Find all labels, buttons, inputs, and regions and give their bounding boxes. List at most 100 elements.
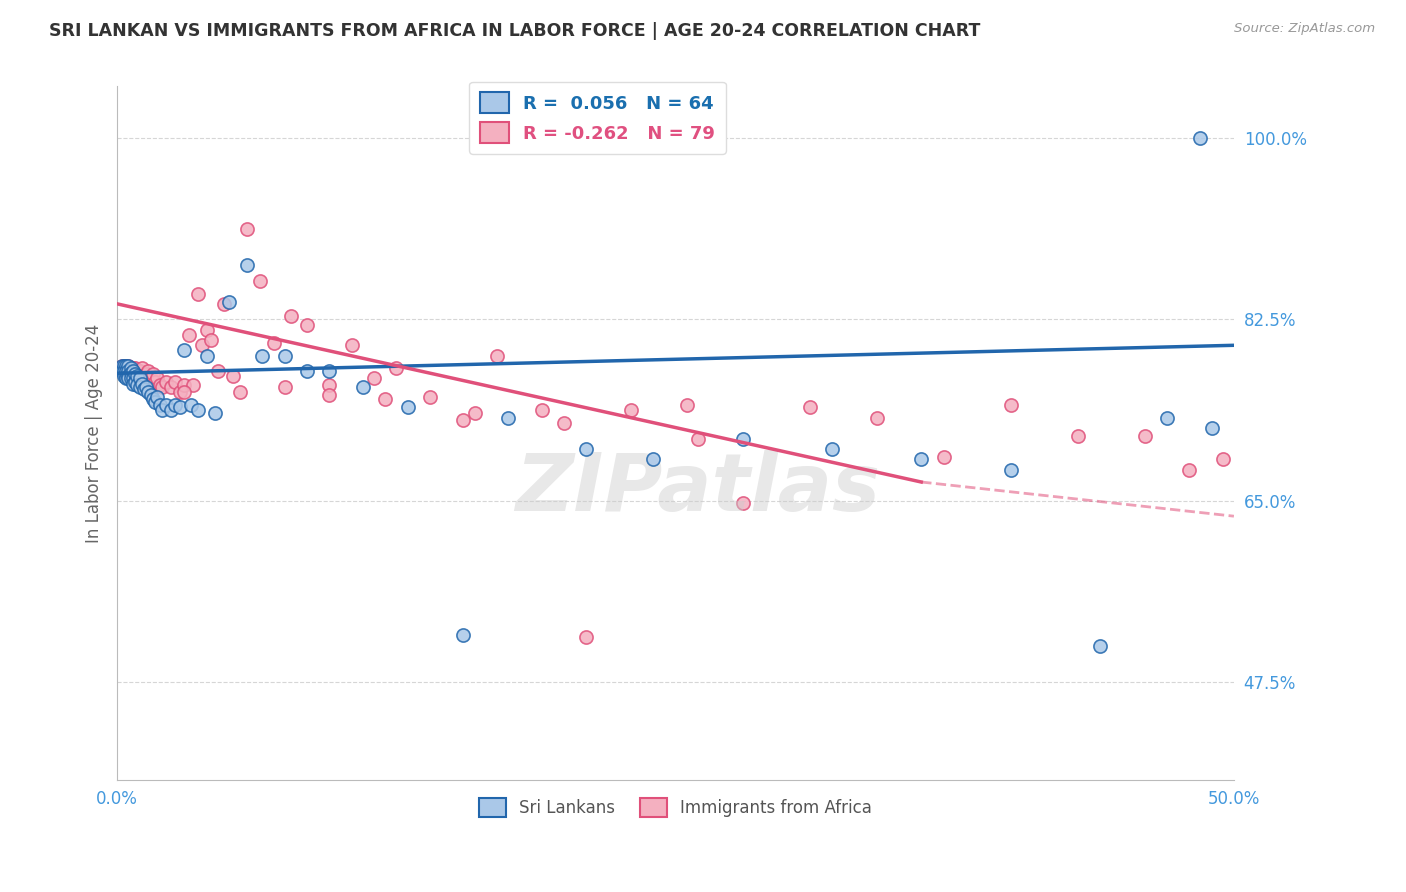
Point: [675, 398, 697, 412]
Point: [374, 392, 396, 406]
Point: [1133, 429, 1156, 443]
Point: [865, 410, 887, 425]
Point: [191, 338, 214, 352]
Point: [131, 369, 153, 384]
Point: [222, 369, 245, 384]
Point: [139, 388, 162, 402]
Point: [235, 222, 257, 236]
Point: [177, 327, 200, 342]
Point: [111, 359, 134, 373]
Point: [138, 384, 160, 399]
Point: [128, 371, 150, 385]
Point: [149, 377, 172, 392]
Point: [1212, 452, 1234, 467]
Text: ZIPatlas: ZIPatlas: [516, 450, 880, 528]
Point: [340, 338, 363, 352]
Point: [165, 375, 187, 389]
Point: [142, 392, 165, 406]
Point: [249, 274, 271, 288]
Point: [143, 375, 166, 389]
Point: [155, 398, 177, 412]
Point: [385, 361, 408, 376]
Point: [453, 413, 475, 427]
Point: [553, 416, 575, 430]
Point: [214, 297, 236, 311]
Point: [143, 395, 166, 409]
Point: [124, 361, 146, 376]
Point: [363, 371, 385, 385]
Point: [318, 364, 340, 378]
Point: [112, 364, 135, 378]
Point: [117, 359, 139, 373]
Point: [295, 318, 318, 332]
Point: [643, 452, 665, 467]
Point: [139, 371, 162, 385]
Point: [115, 359, 138, 373]
Point: [207, 364, 229, 378]
Point: [496, 410, 519, 425]
Point: [263, 336, 285, 351]
Point: [419, 390, 441, 404]
Point: [352, 380, 374, 394]
Point: [127, 377, 149, 392]
Point: [218, 294, 240, 309]
Point: [318, 377, 340, 392]
Point: [464, 406, 486, 420]
Point: [120, 371, 142, 385]
Point: [1000, 462, 1022, 476]
Point: [121, 371, 143, 385]
Point: [731, 432, 754, 446]
Point: [200, 333, 222, 347]
Point: [132, 382, 155, 396]
Point: [1201, 421, 1223, 435]
Point: [195, 349, 218, 363]
Point: [187, 402, 209, 417]
Point: [150, 402, 173, 417]
Point: [195, 323, 218, 337]
Point: [111, 359, 134, 373]
Point: [120, 366, 142, 380]
Legend: Sri Lankans, Immigrants from Africa: Sri Lankans, Immigrants from Africa: [472, 791, 879, 824]
Point: [112, 359, 135, 373]
Point: [149, 398, 172, 412]
Point: [453, 628, 475, 642]
Point: [112, 359, 135, 373]
Point: [127, 368, 149, 382]
Point: [131, 361, 153, 376]
Point: [173, 343, 195, 358]
Point: [1066, 429, 1088, 443]
Point: [112, 369, 135, 384]
Point: [1156, 410, 1178, 425]
Point: [120, 371, 142, 385]
Point: [135, 380, 157, 394]
Point: [120, 361, 142, 376]
Point: [280, 310, 302, 324]
Point: [124, 369, 146, 384]
Point: [181, 377, 204, 392]
Point: [150, 380, 173, 394]
Point: [396, 401, 419, 415]
Point: [121, 364, 143, 378]
Point: [142, 368, 165, 382]
Point: [620, 402, 643, 417]
Point: [575, 442, 598, 456]
Point: [112, 364, 135, 378]
Point: [127, 369, 149, 384]
Point: [131, 376, 153, 391]
Point: [135, 368, 157, 382]
Point: [115, 364, 138, 378]
Point: [159, 402, 181, 417]
Point: [799, 401, 821, 415]
Point: [273, 380, 295, 394]
Point: [235, 258, 257, 272]
Point: [117, 369, 139, 384]
Point: [117, 359, 139, 373]
Point: [229, 384, 252, 399]
Point: [128, 371, 150, 385]
Point: [1178, 462, 1201, 476]
Point: [117, 364, 139, 378]
Point: [146, 371, 169, 385]
Point: [295, 364, 318, 378]
Point: [121, 376, 143, 391]
Point: [117, 369, 139, 384]
